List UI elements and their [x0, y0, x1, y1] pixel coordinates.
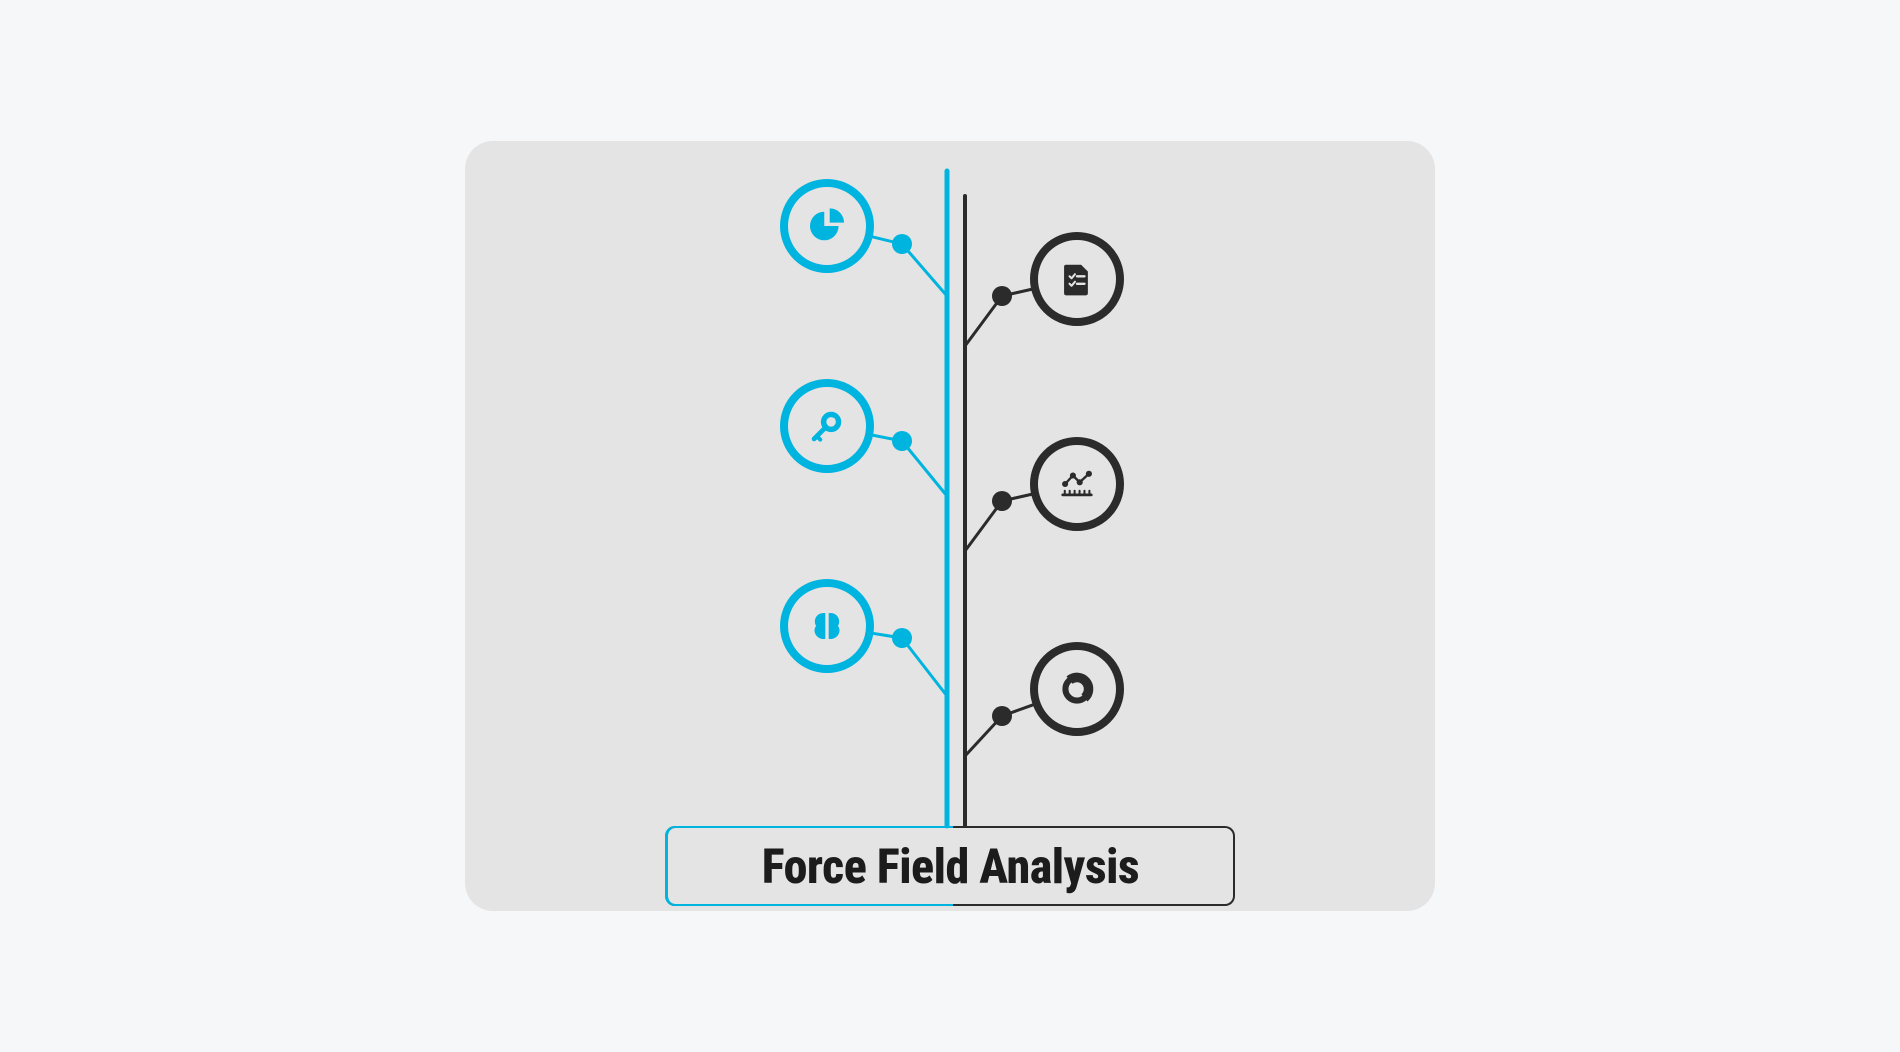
force-field-tree — [465, 141, 1435, 911]
branch-dot — [892, 431, 912, 451]
branch-connector — [902, 244, 947, 296]
pie-chart-icon — [810, 208, 844, 240]
metrics-icon — [1062, 471, 1092, 495]
key-icon — [814, 414, 838, 439]
branch-dot — [992, 706, 1012, 726]
page-canvas: Force Field Analysis — [0, 0, 1900, 1052]
brain-icon — [814, 613, 839, 639]
branch-dot — [892, 234, 912, 254]
donut-icon — [1065, 677, 1088, 700]
branch-connector — [902, 441, 947, 496]
branch-ring — [1034, 441, 1120, 527]
diagram-title: Force Field Analysis — [762, 838, 1139, 895]
branch-dot — [892, 628, 912, 648]
branch-connector — [902, 638, 947, 696]
diagram-card: Force Field Analysis — [465, 141, 1435, 911]
branch-dot — [992, 491, 1012, 511]
branch-dot — [992, 286, 1012, 306]
title-box: Force Field Analysis — [665, 826, 1235, 906]
checklist-icon — [1064, 265, 1088, 296]
branch-ring — [1034, 646, 1120, 732]
